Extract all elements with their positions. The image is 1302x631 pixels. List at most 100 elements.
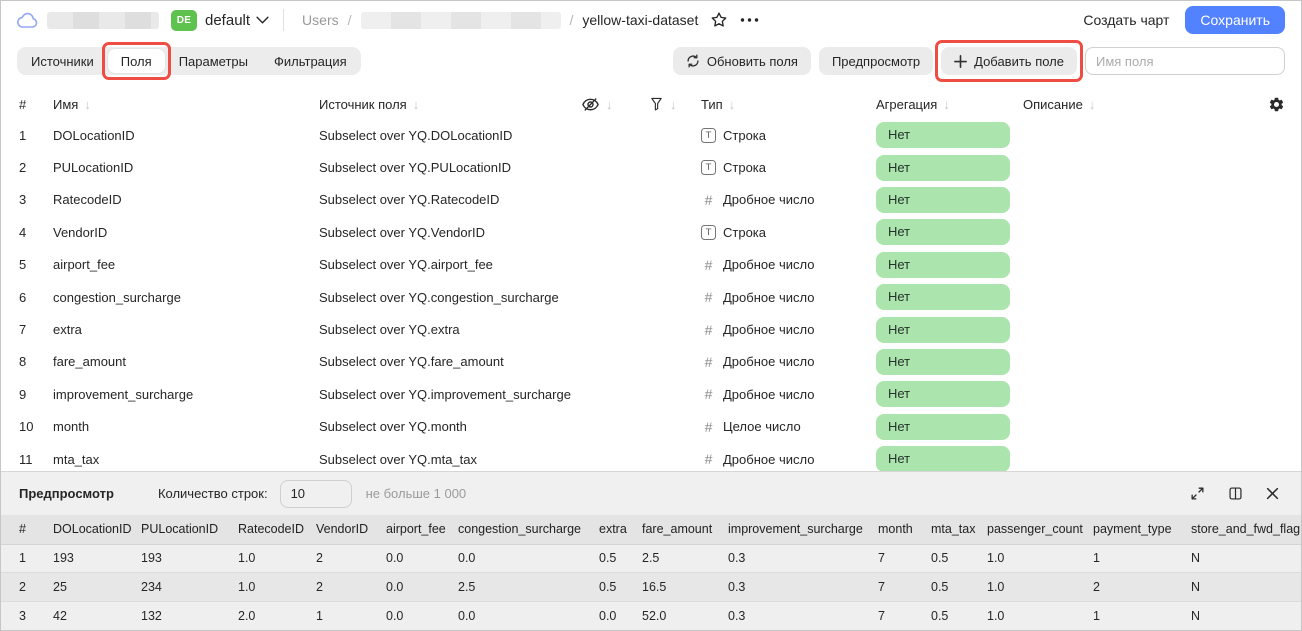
field-row[interactable]: 7 extra Subselect over YQ.extra T # Дроб… (1, 313, 1301, 345)
field-name-input[interactable] (1085, 47, 1285, 75)
field-type-cell[interactable]: T # Дробное число (701, 451, 876, 467)
preview-expand-button[interactable] (1188, 484, 1207, 503)
aggregation-pill[interactable]: Нет (876, 316, 1010, 343)
workspace-switcher[interactable]: default (205, 12, 269, 29)
table-settings-button[interactable] (1263, 96, 1285, 113)
aggregation-pill[interactable]: Нет (876, 251, 1010, 278)
field-name[interactable]: RatecodeID (53, 192, 122, 208)
field-source[interactable]: Subselect over YQ.month (319, 419, 467, 435)
field-source[interactable]: Subselect over YQ.congestion_surcharge (319, 289, 559, 305)
field-row[interactable]: 9 improvement_surcharge Subselect over Y… (1, 378, 1301, 410)
field-type-cell[interactable]: T # Строка (701, 224, 876, 240)
field-type-cell[interactable]: T # Целое число (701, 419, 876, 435)
col-header-type[interactable]: Тип ↓ (701, 97, 876, 112)
field-name[interactable]: fare_amount (53, 354, 126, 370)
tab-sources[interactable]: Источники (31, 53, 94, 69)
preview-col-header: RatecodeID (238, 515, 316, 545)
row-count-hint: не больше 1 000 (365, 486, 467, 501)
field-row[interactable]: 4 VendorID Subselect over YQ.VendorID T … (1, 216, 1301, 248)
sort-arrow-icon[interactable]: ↓ (728, 96, 736, 112)
aggregation-pill[interactable]: Нет (876, 219, 1010, 246)
preview-cell: 1.0 (238, 579, 256, 594)
aggregation-pill[interactable]: Нет (876, 186, 1010, 213)
more-menu-button[interactable] (738, 16, 761, 24)
breadcrumb-users[interactable]: Users (302, 12, 339, 28)
field-row[interactable]: 5 airport_fee Subselect over YQ.airport_… (1, 249, 1301, 281)
field-name[interactable]: airport_fee (53, 257, 116, 273)
row-count-input[interactable] (279, 479, 352, 508)
sort-arrow-icon[interactable]: ↓ (1088, 96, 1096, 112)
col-header-name[interactable]: Имя ↓ (53, 97, 319, 112)
create-chart-button[interactable]: Создать чарт (1083, 12, 1170, 28)
sort-arrow-icon[interactable]: ↓ (670, 96, 677, 112)
col-header-hidden[interactable]: ↓ (581, 95, 649, 114)
field-type-cell[interactable]: T # Дробное число (701, 289, 876, 305)
field-name[interactable]: DOLocationID (53, 127, 135, 143)
field-source[interactable]: Subselect over YQ.mta_tax (319, 451, 478, 467)
sort-arrow-icon[interactable]: ↓ (606, 96, 613, 112)
sort-arrow-icon[interactable]: ↓ (84, 96, 91, 112)
field-name[interactable]: month (53, 419, 90, 435)
preview-split-view-button[interactable] (1226, 484, 1245, 503)
field-row[interactable]: 3 RatecodeID Subselect over YQ.RatecodeI… (1, 184, 1301, 216)
aggregation-pill[interactable]: Нет (876, 122, 1010, 149)
type-string-icon: T (701, 224, 716, 240)
field-type-cell[interactable]: T # Дробное число (701, 386, 876, 402)
field-row[interactable]: 10 month Subselect over YQ.month T # Цел… (1, 411, 1301, 443)
field-type-cell[interactable]: T # Дробное число (701, 354, 876, 370)
sort-arrow-icon[interactable]: ↓ (412, 96, 420, 112)
field-name[interactable]: PULocationID (53, 160, 134, 176)
field-aggregation-cell: Нет (876, 413, 1023, 440)
preview-cell: 7 (878, 608, 885, 623)
field-source[interactable]: Subselect over YQ.PULocationID (319, 160, 511, 176)
aggregation-pill[interactable]: Нет (876, 284, 1010, 311)
field-type-cell[interactable]: T # Дробное число (701, 322, 876, 338)
field-type-cell[interactable]: T # Строка (701, 127, 876, 143)
type-number-icon: # (704, 418, 713, 435)
preview-close-button[interactable] (1264, 485, 1281, 502)
aggregation-pill[interactable]: Нет (876, 381, 1010, 408)
tab-filtering[interactable]: Фильтрация (274, 53, 347, 69)
col-header-description[interactable]: Описание ↓ (1023, 97, 1263, 112)
field-row[interactable]: 8 fare_amount Subselect over YQ.fare_amo… (1, 346, 1301, 378)
field-name[interactable]: extra (53, 322, 82, 338)
field-source[interactable]: Subselect over YQ.fare_amount (319, 354, 504, 370)
preview-cell: 0.5 (931, 608, 949, 623)
tab-parameters[interactable]: Параметры (178, 53, 248, 69)
field-name[interactable]: congestion_surcharge (53, 289, 181, 305)
preview-toggle-button[interactable]: Предпросмотр (818, 47, 934, 75)
field-source[interactable]: Subselect over YQ.DOLocationID (319, 127, 513, 143)
field-row[interactable]: 2 PULocationID Subselect over YQ.PULocat… (1, 151, 1301, 183)
field-source[interactable]: Subselect over YQ.RatecodeID (319, 192, 500, 208)
tab-fields[interactable]: Поля (101, 42, 171, 80)
field-row[interactable]: 11 mta_tax Subselect over YQ.mta_tax T #… (1, 443, 1301, 471)
aggregation-pill[interactable]: Нет (876, 348, 1010, 375)
sort-arrow-icon[interactable]: ↓ (943, 96, 950, 112)
refresh-fields-button[interactable]: Обновить поля (672, 47, 811, 75)
aggregation-pill[interactable]: Нет (876, 413, 1010, 440)
aggregation-pill[interactable]: Нет (876, 154, 1010, 181)
field-row[interactable]: 1 DOLocationID Subselect over YQ.DOLocat… (1, 119, 1301, 151)
col-header-filter[interactable]: ↓ (649, 96, 701, 112)
field-source[interactable]: Subselect over YQ.airport_fee (319, 257, 493, 273)
field-type-label: Дробное число (723, 257, 815, 273)
aggregation-pill[interactable]: Нет (876, 446, 1010, 471)
preview-cell: 3 (19, 608, 26, 623)
add-field-button[interactable]: Добавить поле (935, 40, 1083, 82)
field-type-cell[interactable]: T # Строка (701, 160, 876, 176)
col-header-aggregation[interactable]: Агрегация ↓ (876, 97, 1023, 112)
field-type-cell[interactable]: T # Дробное число (701, 192, 876, 208)
col-header-source[interactable]: Источник поля ↓ (319, 97, 581, 112)
field-source[interactable]: Subselect over YQ.extra (319, 322, 460, 338)
field-row[interactable]: 6 congestion_surcharge Subselect over YQ… (1, 281, 1301, 313)
save-button[interactable]: Сохранить (1185, 6, 1285, 34)
redacted-breadcrumb-folder[interactable] (360, 11, 561, 29)
field-source[interactable]: Subselect over YQ.VendorID (319, 224, 485, 240)
field-name[interactable]: mta_tax (53, 451, 100, 467)
field-name[interactable]: VendorID (53, 224, 108, 240)
preview-cell: 0.0 (599, 608, 617, 623)
favorite-star-icon[interactable] (708, 9, 730, 31)
field-name[interactable]: improvement_surcharge (53, 386, 194, 402)
field-source[interactable]: Subselect over YQ.improvement_surcharge (319, 386, 571, 402)
field-type-cell[interactable]: T # Дробное число (701, 257, 876, 273)
